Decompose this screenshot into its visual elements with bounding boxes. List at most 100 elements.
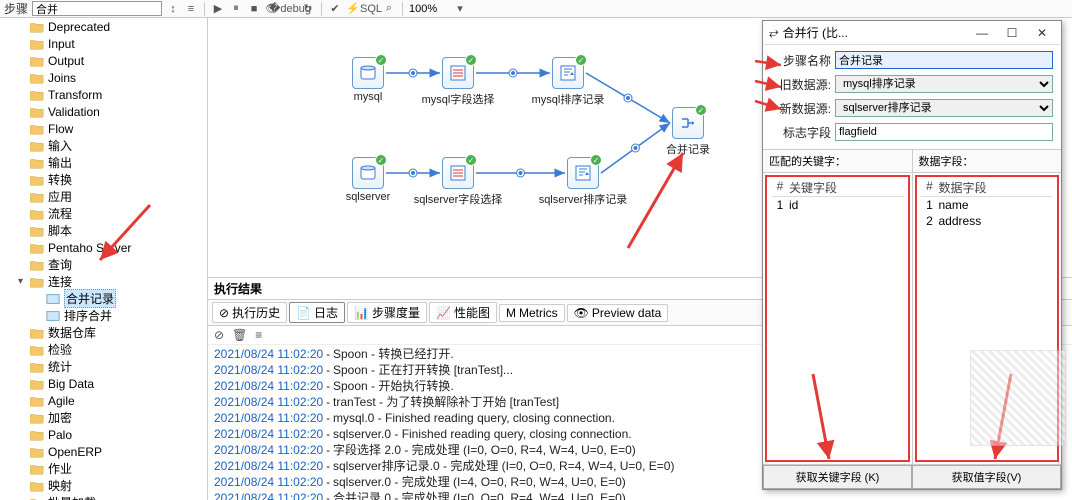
tree-folder[interactable]: 检验 <box>0 341 207 358</box>
expand-icon[interactable]: ≡ <box>184 2 198 16</box>
tree-folder[interactable]: Big Data <box>0 375 207 392</box>
tree-folder[interactable]: Joins <box>0 69 207 86</box>
tree-folder[interactable]: OpenERP <box>0 443 207 460</box>
qr-watermark <box>970 350 1066 446</box>
tree-folder[interactable]: 数据仓库 <box>0 324 207 341</box>
tree-folder[interactable]: 应用 <box>0 188 207 205</box>
close-icon[interactable]: ✕ <box>1029 23 1055 43</box>
tree-folder[interactable]: Transform <box>0 86 207 103</box>
tree-folder[interactable]: Deprecated <box>0 18 207 35</box>
log-trash-icon[interactable]: 🗑 <box>232 328 247 342</box>
tab-label: 日志 <box>314 304 338 321</box>
tree-folder[interactable]: 脚本 <box>0 222 207 239</box>
tree-node-label: 检验 <box>48 341 72 358</box>
log-clear-icon[interactable]: ⊘ <box>214 328 224 342</box>
explore-icon[interactable]: ⌕ <box>382 2 396 16</box>
search-input[interactable] <box>32 1 162 16</box>
tab-Metrics[interactable]: MMetrics <box>499 304 565 322</box>
zoom-input[interactable] <box>409 3 449 15</box>
step-mysqlsel[interactable]: ✓mysql字段选择 <box>438 57 478 107</box>
tree-folder[interactable]: 输入 <box>0 137 207 154</box>
tab-执行历史[interactable]: ⊘执行历史 <box>212 302 287 323</box>
check-icon: ✓ <box>465 54 477 66</box>
tree-folder[interactable]: 输出 <box>0 154 207 171</box>
stop-icon[interactable]: ■ <box>247 2 261 16</box>
tree-folder[interactable]: Flow <box>0 120 207 137</box>
step-merge[interactable]: ✓合并记录 <box>668 107 708 157</box>
folder-icon <box>30 361 44 373</box>
old-src-select[interactable]: mysql排序记录 <box>835 75 1053 93</box>
tree-node-label: 脚本 <box>48 222 72 239</box>
log-line: 2021/08/24 11:02:20 - 合并记录.0 - 完成处理 (I=0… <box>214 491 1066 500</box>
tree-folder[interactable]: 转换 <box>0 171 207 188</box>
tree-folder[interactable]: 加密 <box>0 409 207 426</box>
tree-folder[interactable]: 查询 <box>0 256 207 273</box>
minimize-icon[interactable]: — <box>969 23 995 43</box>
run-icon[interactable]: ▶ <box>211 2 225 16</box>
step-sqlserversort[interactable]: ✓sqlserver排序记录 <box>563 157 603 207</box>
tree-leaf[interactable]: 排序合并 <box>0 307 207 324</box>
tree-node-label: Deprecated <box>48 20 110 34</box>
step-label: sqlserver排序记录 <box>533 191 633 207</box>
tree-folder[interactable]: 统计 <box>0 358 207 375</box>
impact-icon[interactable]: ⚡ <box>346 2 360 16</box>
step-name-input[interactable] <box>835 51 1053 69</box>
replay-icon[interactable]: ↻ <box>301 2 315 16</box>
tree-node-label: 查询 <box>48 256 72 273</box>
tab-icon: 📄 <box>296 306 311 320</box>
tab-日志[interactable]: 📄日志 <box>289 302 345 323</box>
dialog-titlebar[interactable]: ⥂ 合并行 (比... — ☐ ✕ <box>763 21 1061 45</box>
tree-folder[interactable]: 映射 <box>0 477 207 494</box>
tree-node-label: Input <box>48 37 75 51</box>
tab-label: 性能图 <box>454 304 490 321</box>
tree-folder[interactable]: 流程 <box>0 205 207 222</box>
key-fields-grid[interactable]: #关键字段 1id <box>765 175 910 462</box>
tab-步骤度量[interactable]: 📊步骤度量 <box>347 302 427 323</box>
folder-icon <box>30 72 44 84</box>
step-mysqlsort[interactable]: ✓mysql排序记录 <box>548 57 588 107</box>
folder-icon <box>30 429 44 441</box>
folder-icon <box>30 412 44 424</box>
tree-folder[interactable]: Input <box>0 35 207 52</box>
steps-tree[interactable]: Deprecated InputOutputJoinsTransformValid… <box>0 18 208 500</box>
step-mysql[interactable]: ✓mysql <box>348 57 388 103</box>
step-sqlserver[interactable]: ✓sqlserver <box>348 157 388 203</box>
pause-icon[interactable]: ⏸ <box>229 2 243 16</box>
tree-folder[interactable]: 批量加载 <box>0 494 207 500</box>
tree-node-label: 流程 <box>48 205 72 222</box>
folder-icon <box>30 89 44 101</box>
folder-icon <box>30 208 44 220</box>
tree-folder[interactable]: Palo <box>0 426 207 443</box>
maximize-icon[interactable]: ☐ <box>999 23 1025 43</box>
verify-icon[interactable]: ✔ <box>328 2 342 16</box>
tab-Preview data[interactable]: 👁Preview data <box>567 304 669 322</box>
tree-folder[interactable]: ▾连接 <box>0 273 207 290</box>
tree-node-label: 加密 <box>48 409 72 426</box>
tab-icon: 📊 <box>354 306 369 320</box>
flag-input[interactable] <box>835 123 1053 141</box>
get-value-fields-button[interactable]: 获取值字段(V) <box>912 465 1061 489</box>
get-key-fields-button[interactable]: 获取关键字段 (K) <box>763 465 912 489</box>
step-sqlserversel[interactable]: ✓sqlserver字段选择 <box>438 157 478 207</box>
tree-leaf[interactable]: 合并记录 <box>0 290 207 307</box>
folder-icon <box>30 106 44 118</box>
tree-folder[interactable]: Agile <box>0 392 207 409</box>
folder-icon <box>30 174 44 186</box>
tree-folder[interactable]: Output <box>0 52 207 69</box>
log-settings-icon[interactable]: ≡ <box>255 328 262 342</box>
tab-icon: ⊘ <box>219 306 229 320</box>
clear-icon[interactable]: ↕ <box>166 2 180 16</box>
tree-node-label: 排序合并 <box>64 307 112 324</box>
check-icon: ✓ <box>695 104 707 116</box>
folder-icon <box>30 140 44 152</box>
debug-icon[interactable]: �debug <box>283 2 297 16</box>
tree-folder[interactable]: Pentaho Server <box>0 239 207 256</box>
tree-folder[interactable]: 作业 <box>0 460 207 477</box>
tab-性能图[interactable]: 📈性能图 <box>429 302 497 323</box>
zoom-dropdown-icon[interactable]: ▾ <box>453 2 467 16</box>
sql-icon[interactable]: SQL <box>364 2 378 16</box>
flag-label: 标志字段 <box>771 124 831 141</box>
new-src-select[interactable]: sqlserver排序记录 <box>835 99 1053 117</box>
step-icon <box>46 310 60 322</box>
tree-folder[interactable]: Validation <box>0 103 207 120</box>
